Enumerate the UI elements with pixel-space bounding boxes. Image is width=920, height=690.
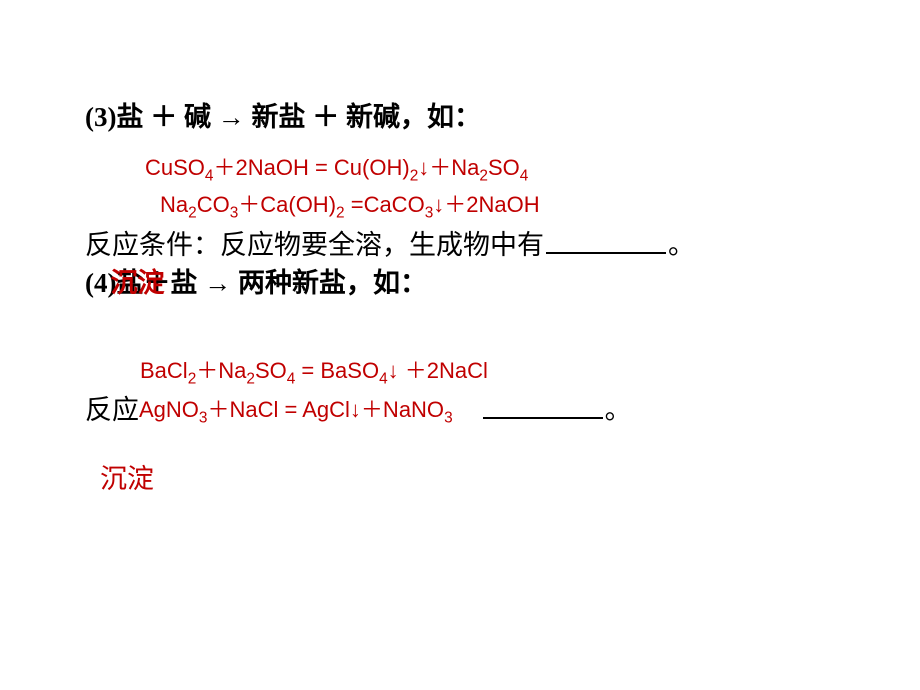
body-text: 盐 ＋ 碱 → 新盐 ＋ 新碱，如： (116, 95, 481, 134)
body-text: 盐 → 两种新盐，如： (170, 261, 427, 300)
body-text: 。 (668, 223, 695, 262)
line-answer4: 沉淀 (100, 457, 154, 496)
line-sec4_title: (4)盐＋沉淀 盐 → 两种新盐，如： (85, 261, 427, 300)
equation-text: Na2CO3＋Ca(OH)2 = (160, 187, 364, 222)
body-text: 沉淀 (100, 457, 154, 496)
body-text: 。 (605, 388, 632, 427)
equation-text: AgNO3＋NaCl = AgCl↓＋NaNO3 (139, 392, 453, 427)
equation-text: CaCO3↓＋2NaOH (364, 187, 540, 222)
line-cond3: 反应条件：反应物要全溶，生成物中有 。 (85, 223, 695, 262)
fill-blank (483, 392, 603, 419)
overlap-text: 盐＋沉淀 (116, 261, 170, 300)
line-sec3_title: (3)盐 ＋ 碱 → 新盐 ＋ 新碱，如： (85, 95, 481, 134)
line-eq2: Na2CO3＋Ca(OH)2 = CaCO3↓＋2NaOH (160, 187, 540, 222)
body-text: 反应条件：反应物要全溶，生成物中有 (85, 223, 544, 262)
body-text: 反应 (85, 388, 139, 427)
fill-blank (546, 227, 666, 254)
body-text: (3) (85, 102, 116, 133)
line-cond4: 反应 AgNO3＋NaCl = AgCl↓＋NaNO3 。 (85, 388, 632, 429)
line-eq1: CuSO4＋2NaOH = Cu(OH)2↓＋Na2SO4 (145, 150, 528, 185)
equation-text: BaCl2＋Na2SO4 = BaSO4↓ ＋2NaCl (140, 353, 488, 388)
equation-text: CuSO4＋2NaOH = Cu(OH)2↓＋Na2SO4 (145, 150, 528, 185)
line-eq3: BaCl2＋Na2SO4 = BaSO4↓ ＋2NaCl (140, 353, 488, 388)
